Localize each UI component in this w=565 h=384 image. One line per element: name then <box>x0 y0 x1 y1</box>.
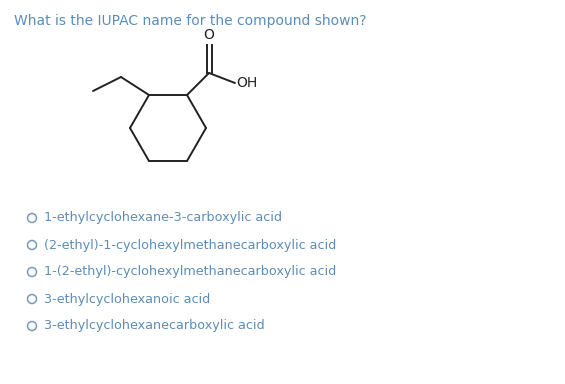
Text: O: O <box>203 28 215 42</box>
Text: (2-ethyl)-1-cyclohexylmethanecarboxylic acid: (2-ethyl)-1-cyclohexylmethanecarboxylic … <box>44 238 336 252</box>
Text: OH: OH <box>236 76 257 90</box>
Text: 1-ethylcyclohexane-3-carboxylic acid: 1-ethylcyclohexane-3-carboxylic acid <box>44 212 282 225</box>
Text: What is the IUPAC name for the compound shown?: What is the IUPAC name for the compound … <box>14 14 367 28</box>
Text: 1-(2-ethyl)-cyclohexylmethanecarboxylic acid: 1-(2-ethyl)-cyclohexylmethanecarboxylic … <box>44 265 336 278</box>
Text: 3-ethylcyclohexanecarboxylic acid: 3-ethylcyclohexanecarboxylic acid <box>44 319 264 333</box>
Text: 3-ethylcyclohexanoic acid: 3-ethylcyclohexanoic acid <box>44 293 210 306</box>
